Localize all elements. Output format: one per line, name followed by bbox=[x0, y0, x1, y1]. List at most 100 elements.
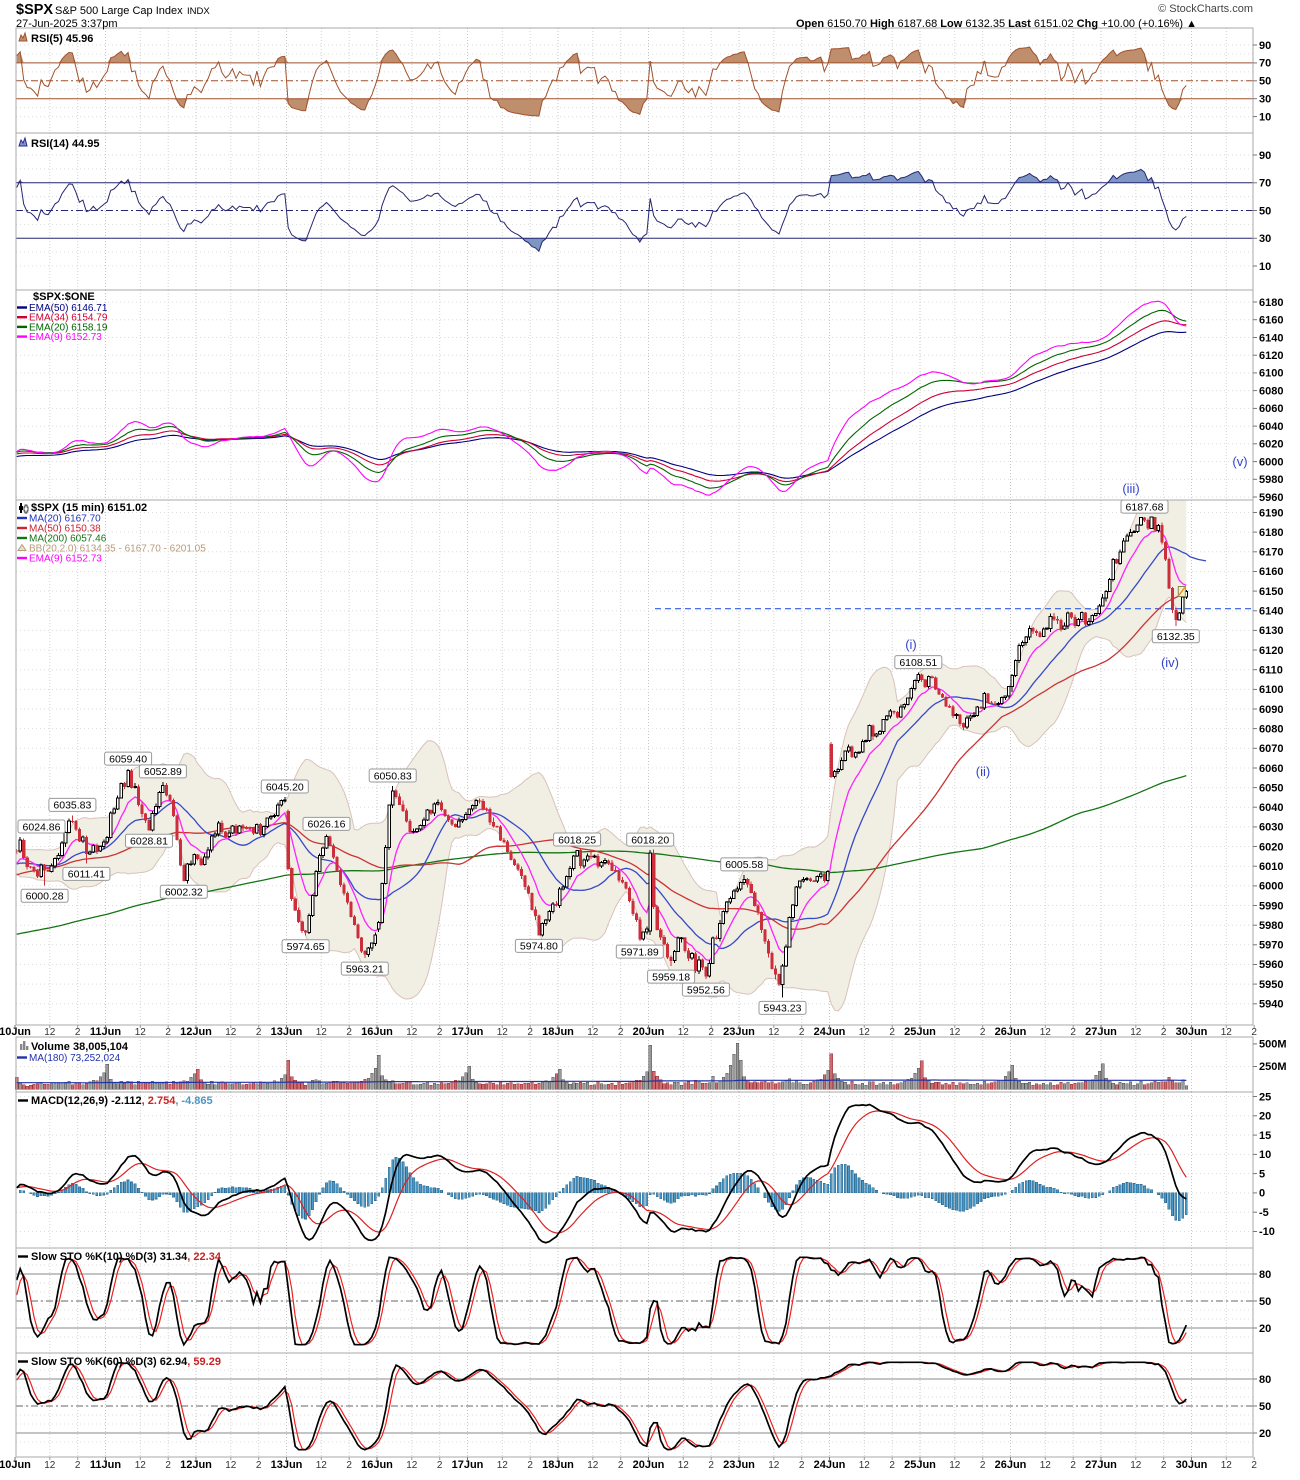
svg-text:5: 5 bbox=[1259, 1168, 1265, 1180]
svg-text:5943.23: 5943.23 bbox=[764, 1003, 802, 1015]
svg-text:2: 2 bbox=[75, 1027, 81, 1038]
svg-text:12: 12 bbox=[678, 1460, 690, 1471]
svg-text:6187.68: 6187.68 bbox=[1126, 501, 1164, 513]
svg-text:10: 10 bbox=[1259, 111, 1271, 123]
svg-text:15: 15 bbox=[1259, 1130, 1271, 1142]
svg-text:2: 2 bbox=[618, 1460, 624, 1471]
svg-text:12: 12 bbox=[225, 1027, 237, 1038]
svg-text:6130: 6130 bbox=[1259, 625, 1283, 637]
svg-text:6040: 6040 bbox=[1259, 802, 1283, 814]
svg-text:2: 2 bbox=[437, 1460, 443, 1471]
svg-text:5980: 5980 bbox=[1259, 920, 1283, 932]
svg-text:2: 2 bbox=[346, 1460, 352, 1471]
svg-text:24Jun: 24Jun bbox=[814, 1026, 846, 1038]
svg-text:6070: 6070 bbox=[1259, 743, 1283, 755]
svg-text:Volume 38,005,104: Volume 38,005,104 bbox=[31, 1041, 129, 1053]
svg-text:50: 50 bbox=[1259, 76, 1271, 88]
svg-text:5960: 5960 bbox=[1259, 492, 1283, 504]
svg-text:2: 2 bbox=[256, 1027, 262, 1038]
svg-text:30: 30 bbox=[1259, 94, 1271, 106]
svg-text:6026.16: 6026.16 bbox=[308, 819, 346, 831]
svg-text:-5: -5 bbox=[1259, 1207, 1269, 1219]
svg-text:(iv): (iv) bbox=[1161, 655, 1179, 670]
svg-text:12Jun: 12Jun bbox=[180, 1026, 212, 1038]
svg-text:2: 2 bbox=[618, 1027, 624, 1038]
svg-text:90: 90 bbox=[1259, 150, 1271, 162]
svg-text:MACD(12,26,9) -2.112, 2.754, -: MACD(12,26,9) -2.112, 2.754, -4.865 bbox=[31, 1095, 213, 1107]
svg-text:12: 12 bbox=[135, 1027, 147, 1038]
svg-text:25Jun: 25Jun bbox=[904, 1026, 936, 1038]
svg-text:12: 12 bbox=[406, 1027, 418, 1038]
svg-text:6030: 6030 bbox=[1259, 822, 1283, 834]
svg-text:10: 10 bbox=[1259, 261, 1271, 273]
svg-text:5974.65: 5974.65 bbox=[287, 941, 325, 953]
svg-text:12: 12 bbox=[316, 1460, 328, 1471]
svg-text:6100: 6100 bbox=[1259, 684, 1283, 696]
svg-text:12: 12 bbox=[1221, 1027, 1233, 1038]
svg-text:12: 12 bbox=[44, 1027, 56, 1038]
svg-text:6060: 6060 bbox=[1259, 403, 1283, 415]
svg-text:12: 12 bbox=[135, 1460, 147, 1471]
svg-text:6110: 6110 bbox=[1259, 665, 1283, 677]
svg-text:12: 12 bbox=[859, 1027, 871, 1038]
svg-text:EMA(9) 6152.73: EMA(9) 6152.73 bbox=[29, 554, 102, 565]
svg-text:30Jun: 30Jun bbox=[1176, 1459, 1208, 1471]
svg-text:25: 25 bbox=[1259, 1091, 1271, 1103]
svg-text:(iii): (iii) bbox=[1122, 481, 1139, 496]
svg-text:5952.56: 5952.56 bbox=[687, 984, 725, 996]
svg-text:2: 2 bbox=[1251, 1460, 1257, 1471]
svg-text:12: 12 bbox=[587, 1027, 599, 1038]
svg-text:2: 2 bbox=[256, 1460, 262, 1471]
svg-text:RSI(5) 45.96: RSI(5) 45.96 bbox=[31, 33, 93, 45]
svg-text:BB(20,2.0) 6134.35 - 6167.70 -: BB(20,2.0) 6134.35 - 6167.70 - 6201.05 bbox=[29, 544, 206, 555]
svg-text:5980: 5980 bbox=[1259, 474, 1283, 486]
svg-text:2: 2 bbox=[708, 1027, 714, 1038]
svg-text:EMA(50) 6146.71: EMA(50) 6146.71 bbox=[29, 303, 108, 314]
svg-text:INDX: INDX bbox=[187, 6, 210, 17]
svg-text:$SPX (15 min) 6151.02: $SPX (15 min) 6151.02 bbox=[31, 502, 147, 514]
svg-text:6090: 6090 bbox=[1259, 704, 1283, 716]
svg-text:26Jun: 26Jun bbox=[995, 1026, 1027, 1038]
svg-text:18Jun: 18Jun bbox=[542, 1026, 574, 1038]
svg-text:20: 20 bbox=[1259, 1111, 1271, 1123]
svg-text:$SPX:$ONE: $SPX:$ONE bbox=[33, 291, 95, 303]
svg-text:2: 2 bbox=[889, 1460, 895, 1471]
svg-text:2: 2 bbox=[708, 1460, 714, 1471]
svg-text:23Jun: 23Jun bbox=[723, 1026, 755, 1038]
svg-text:30Jun: 30Jun bbox=[1176, 1026, 1208, 1038]
svg-text:6059.40: 6059.40 bbox=[109, 753, 147, 765]
svg-text:12: 12 bbox=[768, 1460, 780, 1471]
svg-text:12: 12 bbox=[316, 1027, 328, 1038]
svg-text:10Jun: 10Jun bbox=[0, 1026, 31, 1038]
svg-text:MA(180) 73,252,024: MA(180) 73,252,024 bbox=[29, 1053, 121, 1064]
svg-text:(v): (v) bbox=[1232, 454, 1247, 469]
svg-text:20: 20 bbox=[1259, 1323, 1271, 1335]
svg-text:12: 12 bbox=[497, 1027, 509, 1038]
svg-text:12: 12 bbox=[1221, 1460, 1233, 1471]
svg-text:12: 12 bbox=[225, 1460, 237, 1471]
svg-text:Slow STO %K(10) %D(3) 31.34, 2: Slow STO %K(10) %D(3) 31.34, 22.34 bbox=[31, 1251, 222, 1263]
svg-text:6010: 6010 bbox=[1259, 861, 1283, 873]
svg-text:6000: 6000 bbox=[1259, 881, 1283, 893]
svg-text:6100: 6100 bbox=[1259, 368, 1283, 380]
svg-text:6150: 6150 bbox=[1259, 586, 1283, 598]
svg-text:12: 12 bbox=[949, 1027, 961, 1038]
svg-text:27-Jun-2025 3:37pm: 27-Jun-2025 3:37pm bbox=[16, 18, 118, 30]
svg-text:6040: 6040 bbox=[1259, 421, 1283, 433]
svg-text:30: 30 bbox=[1259, 233, 1271, 245]
svg-text:5974.80: 5974.80 bbox=[520, 941, 558, 953]
svg-text:2: 2 bbox=[75, 1460, 81, 1471]
svg-text:2: 2 bbox=[346, 1027, 352, 1038]
svg-text:5959.18: 5959.18 bbox=[652, 971, 690, 983]
svg-text:6020: 6020 bbox=[1259, 841, 1283, 853]
svg-text:2: 2 bbox=[889, 1027, 895, 1038]
svg-text:20Jun: 20Jun bbox=[633, 1459, 665, 1471]
svg-text:50: 50 bbox=[1259, 1401, 1271, 1413]
svg-text:27Jun: 27Jun bbox=[1085, 1459, 1117, 1471]
svg-text:12: 12 bbox=[1040, 1027, 1052, 1038]
svg-text:6035.83: 6035.83 bbox=[53, 800, 91, 812]
svg-text:2: 2 bbox=[1070, 1460, 1076, 1471]
svg-text:2: 2 bbox=[527, 1027, 533, 1038]
svg-text:2: 2 bbox=[980, 1460, 986, 1471]
svg-text:6050.83: 6050.83 bbox=[374, 770, 412, 782]
